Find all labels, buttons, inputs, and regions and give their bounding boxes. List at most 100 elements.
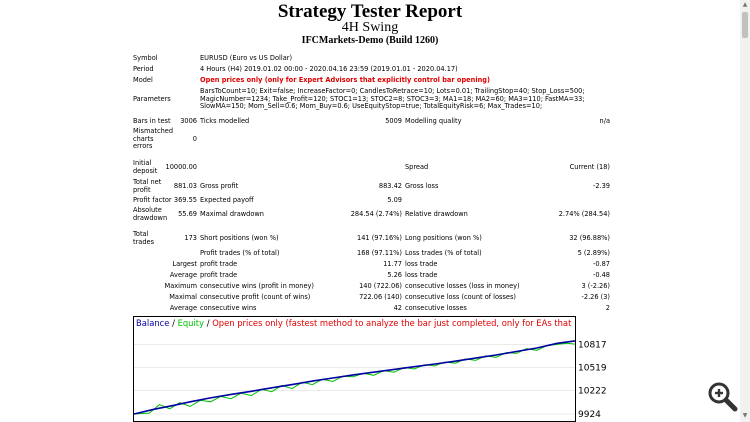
long-positions-value: 32 (96.88%) [569, 234, 610, 242]
average-label: Average [169, 271, 197, 279]
loss-trades-value: 5 (2.89%) [577, 249, 610, 257]
model-label: Model [133, 76, 153, 84]
total-net-profit-value: 881.03 [173, 182, 197, 190]
long-positions-label: Long positions (won %) [405, 234, 482, 242]
maximal-loss-value: -2.26 (3) [581, 293, 611, 301]
initial-deposit-value: 10000.00 [165, 163, 197, 171]
average-consecutive-losses-value: 2 [605, 304, 610, 312]
modelling-quality-value: n/a [599, 117, 610, 125]
absolute-drawdown-label: Absolute drawdown [133, 206, 168, 222]
expected-payoff-value: 5.09 [387, 196, 402, 204]
report-subtitle: 4H Swing [341, 20, 399, 35]
maximum-wins-value: 140 (722.06) [359, 282, 402, 290]
gross-loss-label: Gross loss [405, 182, 439, 190]
symbol-label: Symbol [133, 54, 158, 62]
y-tick-label: 10519 [578, 364, 607, 374]
modelling-quality-label: Modelling quality [405, 117, 462, 125]
average-consecutive-wins-label: consecutive wins [200, 304, 257, 312]
legend-model-text: Open prices only (fastest method to anal… [212, 318, 573, 328]
profit-factor-label: Profit factor [133, 196, 172, 204]
x-tick-label: 112 [413, 420, 426, 422]
profit-factor-value: 369.55 [173, 196, 197, 204]
report-build: IFCMarkets-Demo (Build 1260) [301, 35, 439, 46]
gross-profit-label: Gross profit [200, 182, 239, 190]
bars-in-test-value: 3006 [180, 117, 197, 125]
y-tick-label: 10222 [578, 387, 607, 397]
scroll-up-arrow-icon[interactable]: ▲ [742, 1, 748, 8]
maximal-drawdown-label: Maximal drawdown [200, 210, 264, 218]
scroll-down-arrow-icon[interactable]: ▼ [742, 412, 748, 419]
average-consecutive-label: Average [169, 304, 197, 312]
total-trades-value: 173 [184, 234, 197, 242]
gross-loss-value: -2.39 [592, 182, 610, 190]
x-tick-label: 150 [510, 420, 523, 422]
short-positions-label: Short positions (won %) [200, 234, 279, 242]
largest-loss-value: -0.87 [592, 260, 610, 268]
model-value: Open prices only (only for Expert Adviso… [200, 76, 491, 84]
period-label: Period [133, 65, 154, 73]
x-tick-label: 75 [321, 420, 330, 422]
x-tick-label: 12 [160, 420, 169, 422]
initial-deposit-label: Initial deposit [133, 159, 158, 175]
mismatched-errors-value: 0 [192, 135, 197, 143]
x-tick-label: 0 [133, 420, 136, 422]
total-net-profit-label: Total net profit [133, 178, 162, 194]
legend-balance: Balance [136, 318, 170, 328]
y-tick-label: 10817 [578, 340, 607, 350]
short-positions-value: 141 (97.16%) [357, 234, 402, 242]
legend-separator: / [169, 318, 178, 328]
zoom-in-icon[interactable] [706, 380, 738, 412]
maximum-label: Maximum [164, 282, 198, 290]
balance-series-line [133, 340, 576, 415]
profit-trades-value: 168 (97.11%) [357, 249, 402, 257]
ticks-modelled-value: 5009 [385, 117, 402, 125]
x-tick-label: 25 [193, 420, 202, 422]
x-tick-label: 162 [540, 420, 553, 422]
loss-trades-label: Loss trades (% of total) [405, 249, 482, 257]
chart-legend: Balance / Equity / Open prices only (fas… [136, 317, 573, 329]
x-tick-label: 137 [477, 420, 490, 422]
average-consecutive-losses-label: consecutive losses [405, 304, 467, 312]
expected-payoff-label: Expected payoff [200, 196, 254, 204]
bars-in-test-label: Bars in test [133, 117, 171, 125]
plot-frame [133, 316, 576, 422]
average-loss-label: loss trade [405, 271, 438, 279]
average-consecutive-wins-value: 42 [393, 304, 402, 312]
maximal-label: Maximal [169, 293, 197, 301]
parameters-label: Parameters [133, 95, 171, 103]
maximal-drawdown-value: 284.54 (2.74%) [350, 210, 402, 218]
balance-equity-chart: 10817 10519 10222 9924 0 12 25 37 50 62 75 87 100 11… [133, 316, 607, 422]
y-tick-label: 9924 [578, 410, 601, 420]
average-profit-value: 5.26 [387, 271, 402, 279]
parameters-value: BarsToCount=10; Exit=false; IncreaseFact… [200, 87, 585, 110]
x-tick-label: 87 [351, 420, 360, 422]
period-value: 4 Hours (H4) 2019.01.02 00:00 - 2020.04.… [200, 65, 458, 73]
profit-trades-label: Profit trades (% of total) [200, 249, 280, 257]
relative-drawdown-value: 2.74% (284.54) [558, 210, 610, 218]
maximal-profit-value: 722.06 (140) [359, 293, 402, 301]
largest-label: Largest [172, 260, 197, 268]
largest-profit-value: 11.77 [383, 260, 402, 268]
vertical-scrollbar[interactable] [740, 0, 750, 422]
x-tick-label: 125 [446, 420, 459, 422]
y-axis-ticks: 10817 10519 10222 9924 [578, 340, 607, 420]
total-trades-label: Total trades [133, 230, 155, 246]
average-loss-value: -0.48 [592, 271, 610, 279]
average-profit-label: profit trade [200, 271, 238, 279]
scrollbar-thumb[interactable] [742, 12, 748, 38]
spread-label: Spread [405, 163, 429, 171]
maximal-profit-label: consecutive profit (count of wins) [200, 293, 311, 301]
gross-profit-value: 883.42 [378, 182, 402, 190]
absolute-drawdown-value: 55.69 [178, 210, 197, 218]
legend-equity: Equity [177, 318, 205, 328]
legend-separator: / [204, 318, 213, 328]
x-tick-label: 100 [382, 420, 395, 422]
x-tick-label: 37 [224, 420, 233, 422]
largest-loss-label: loss trade [405, 260, 438, 268]
x-tick-label: 50 [257, 420, 266, 422]
symbol-value: EURUSD (Euro vs US Dollar) [200, 54, 293, 62]
maximum-losses-label: consecutive losses (loss in money) [405, 282, 520, 290]
maximum-losses-value: 3 (-2.26) [581, 282, 611, 290]
ticks-modelled-label: Ticks modelled [200, 117, 250, 125]
x-tick-label: 62 [288, 420, 297, 422]
